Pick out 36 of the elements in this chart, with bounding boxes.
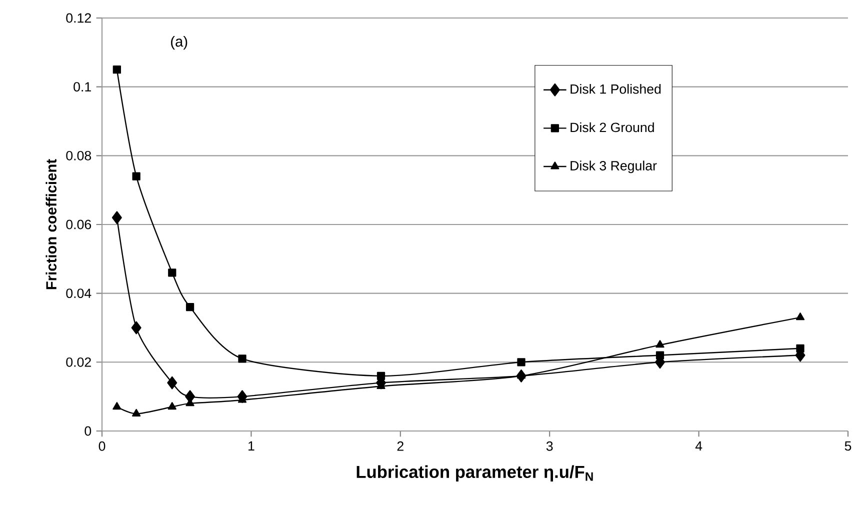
point xyxy=(112,66,121,74)
point xyxy=(112,211,122,224)
x-tick-label: 0 xyxy=(98,441,106,451)
legend-label: Disk 1 Polished xyxy=(570,84,661,94)
x-axis-title: Lubrication parameter η.u/F$_{N}$ xyxy=(356,465,593,482)
point xyxy=(656,351,664,360)
point xyxy=(132,172,140,180)
y-tick-label: 0.08 xyxy=(66,150,92,160)
point xyxy=(132,408,141,417)
point xyxy=(186,303,194,312)
x-tick-label: 2 xyxy=(397,441,404,451)
y-tick-label: 0.12 xyxy=(66,13,91,23)
y-tick-label: 0.06 xyxy=(66,220,92,230)
y-tick-label: 0.02 xyxy=(66,357,91,367)
x-tick-label: 5 xyxy=(844,441,852,451)
x-tick-label: 4 xyxy=(695,441,702,451)
y-tick-label: 0.1 xyxy=(74,82,91,92)
x-tick-label: 3 xyxy=(546,441,553,451)
point xyxy=(517,358,526,366)
point xyxy=(796,312,805,320)
legend-label: Disk 3 Regular xyxy=(570,160,657,174)
point xyxy=(112,402,122,410)
y-tick-label: 0.04 xyxy=(66,288,92,298)
y-tick-label: 0 xyxy=(84,426,92,436)
point xyxy=(168,268,176,277)
x-tick-label: 1 xyxy=(248,441,254,451)
annotation: (a) xyxy=(171,36,188,50)
point xyxy=(168,402,176,410)
point xyxy=(656,340,664,348)
point xyxy=(796,344,804,352)
point xyxy=(167,376,178,390)
point xyxy=(131,321,142,334)
point xyxy=(238,354,246,363)
point xyxy=(376,372,386,380)
y-axis-title: Friction coefficient xyxy=(46,159,56,290)
legend-label: Disk 2 Ground xyxy=(570,122,654,132)
